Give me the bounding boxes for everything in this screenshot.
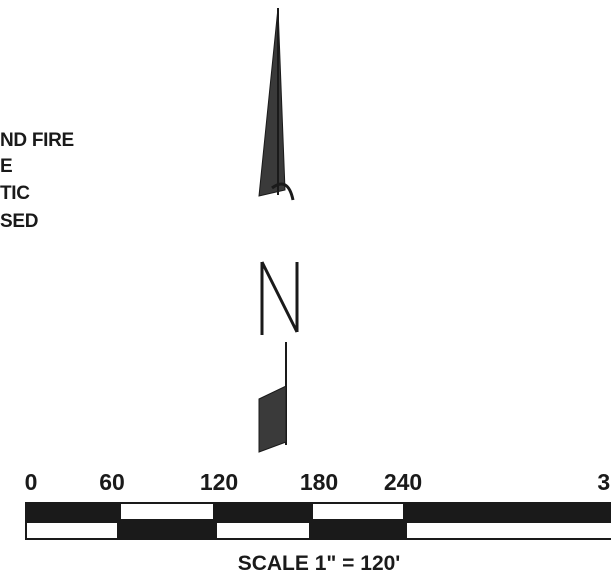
scale-segment — [119, 521, 215, 540]
scale-tick-label: 60 — [99, 469, 125, 495]
legend-line: ND FIRE — [0, 130, 74, 151]
north-arrow-tip — [258, 7, 286, 197]
north-arrow-icon: N — [258, 7, 299, 453]
scale-segment — [119, 502, 215, 521]
scale-tick-label: 0 — [24, 469, 38, 495]
scale-segment — [311, 502, 405, 521]
scale-segment — [215, 502, 311, 521]
scale-segment — [405, 521, 611, 540]
scale-label: SCALE 1" = 120' — [237, 552, 401, 575]
scale-segment — [311, 521, 405, 540]
scale-tick-label: 360 — [597, 469, 611, 495]
scale-segment — [215, 521, 311, 540]
scale-tick-label: 120 — [199, 469, 239, 495]
north-arrow-arc — [271, 182, 295, 201]
north-arrow-tail — [258, 385, 287, 453]
scale-segment — [405, 502, 611, 521]
scale-bar — [25, 502, 611, 540]
scale-segment — [25, 502, 119, 521]
legend-line: TIC — [0, 183, 30, 204]
legend-line: SED — [0, 211, 39, 232]
north-letter-icon — [260, 261, 299, 335]
legend-line: E — [0, 156, 13, 177]
scale-segment — [25, 521, 119, 540]
scale-tick-label: 180 — [299, 469, 339, 495]
scale-tick-label: 240 — [383, 469, 423, 495]
